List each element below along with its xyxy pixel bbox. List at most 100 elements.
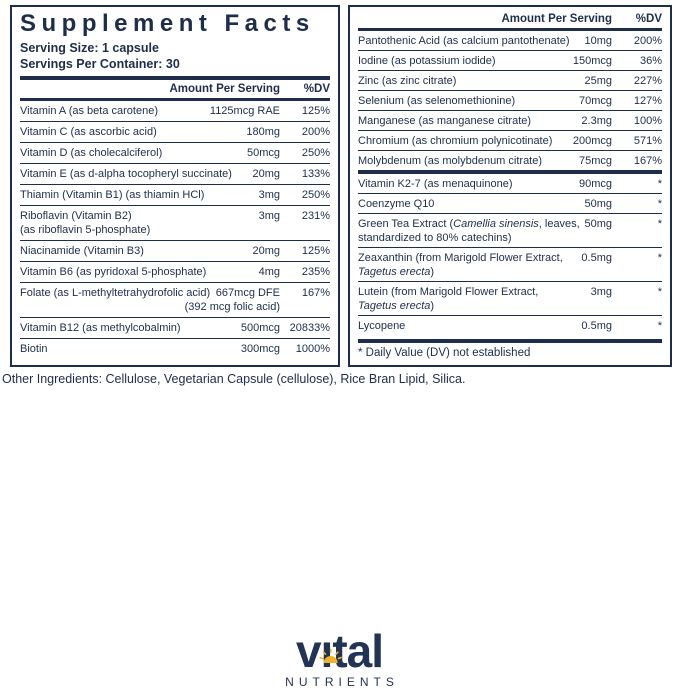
nutrient-dv: *: [657, 177, 662, 190]
fact-row: Vitamin B6 (as pyridoxal 5-phosphate) 4mg…: [20, 261, 330, 282]
nutrient-name: Zeaxanthin (from Marigold Flower Extract…: [358, 251, 563, 264]
nutrient-name: Vitamin B6 (as pyridoxal 5-phosphate): [20, 266, 207, 279]
nutrient-name: Niacinamide (Vitamin B3): [20, 245, 144, 258]
column-header-left: Amount Per Serving %DV: [20, 80, 330, 98]
nutrient-amount: 0.5mg: [581, 319, 612, 332]
amount-per-serving-header: Amount Per Serving: [501, 13, 612, 25]
nutrient-amount: 3mg: [258, 210, 280, 223]
fact-row: Iodine (as potassium iodide) 150mcg 36%: [358, 50, 662, 70]
nutrient-dv: 36%: [639, 54, 662, 67]
nutrient-name: Iodine (as potassium iodide): [358, 54, 496, 67]
nutrient-dv: *: [657, 251, 662, 264]
nutrient-amount: 0.5mg: [581, 251, 612, 264]
left-facts-rows: Vitamin A (as beta carotene) 1125mcg RAE 1…: [20, 101, 330, 359]
nutrient-amount: 3mg: [590, 285, 612, 298]
sunburst-icon: [319, 625, 343, 671]
nutrient-name: Pantothenic Acid (as calcium pantothenat…: [358, 34, 570, 47]
nutrient-dv: *: [657, 285, 662, 298]
serving-size: Serving Size: 1 capsule: [20, 41, 159, 56]
nutrient-name-line2: Tagetus erecta): [358, 299, 435, 312]
nutrient-amount: 50mg: [584, 217, 612, 230]
nutrient-name: Vitamin D (as cholecalciferol): [20, 147, 163, 160]
nutrient-name: Zinc (as zinc citrate): [358, 74, 457, 87]
nutrient-name: Vitamin B12 (as methylcobalmin): [20, 322, 181, 335]
fact-row: Molybdenum (as molybdenum citrate) 75mcg 1…: [358, 150, 662, 170]
nutrient-amount: 90mcg: [578, 177, 612, 190]
nutrient-name: Riboflavin (Vitamin B2): [20, 210, 132, 223]
nutrient-name-line2: Tagetus erecta): [358, 265, 435, 278]
fact-row: Vitamin E (as d-alpha tocopheryl succina…: [20, 163, 330, 184]
nutrient-name: Vitamin E (as d-alpha tocopheryl succina…: [20, 168, 232, 181]
nutrient-amount: 200mcg: [572, 134, 612, 147]
nutrient-dv: 125%: [301, 245, 330, 258]
nutrient-name: Vitamin C (as ascorbic acid): [20, 126, 157, 139]
right-facts-rows-botanicals: Vitamin K2-7 (as menaquinone) 90mcg * Coenz…: [358, 174, 662, 335]
nutrient-amount: 4mg: [258, 266, 280, 279]
fact-row: Biotin 300mcg 1000%: [20, 338, 330, 359]
nutrient-name-line2: standardized to 80% catechins): [358, 231, 512, 244]
nutrient-dv: *: [657, 319, 662, 332]
nutrient-amount: 50mg: [584, 197, 612, 210]
fact-row: Vitamin B12 (as methylcobalmin) 500mcg 208…: [20, 317, 330, 338]
fact-row: Pantothenic Acid (as calcium pantothenat…: [358, 31, 662, 50]
nutrient-amount: 20mg: [252, 245, 280, 258]
nutrient-dv: 125%: [301, 105, 330, 118]
nutrient-name: Coenzyme Q10: [358, 197, 435, 210]
nutrient-amount: 500mcg: [240, 322, 280, 335]
nutrient-amount: 75mcg: [578, 154, 612, 167]
logo-brand-text: vıtal: [295, 625, 384, 677]
nutrient-name: Thiamin (Vitamin B1) (as thiamin HCl): [20, 189, 205, 202]
fact-row: Chromium (as chromium polynicotinate) 200…: [358, 130, 662, 150]
nutrient-name: Green Tea Extract (Camellia sinensis, le…: [358, 217, 580, 230]
divider-bar: [20, 76, 330, 81]
fact-row: Manganese (as manganese citrate) 2.3mg 100…: [358, 110, 662, 130]
divider-bar: [20, 98, 330, 102]
fact-row: Green Tea Extract (Camellia sinensis, le…: [358, 213, 662, 247]
servings-per-container: Servings Per Container: 30: [20, 57, 180, 72]
nutrient-name: Lycopene: [358, 319, 406, 332]
logo-brand-word: vıtal: [295, 625, 384, 677]
nutrient-amount: 667mcg DFE: [215, 287, 280, 300]
column-header-right: Amount Per Serving %DV: [358, 10, 662, 28]
nutrient-name: Manganese (as manganese citrate): [358, 114, 532, 127]
fact-row: Vitamin D (as cholecalciferol) 50mcg 250%: [20, 142, 330, 163]
dv-header: %DV: [635, 13, 662, 25]
supplement-facts-title: Supplement Facts: [20, 10, 315, 37]
nutrient-dv: *: [657, 197, 662, 210]
divider-bar: [358, 339, 662, 343]
nutrient-amount-line2: (392 mcg folic acid): [184, 301, 280, 314]
nutrient-name: Molybdenum (as molybdenum citrate): [358, 154, 543, 167]
nutrient-dv: 250%: [301, 147, 330, 160]
fact-row: Niacinamide (Vitamin B3) 20mg 125%: [20, 240, 330, 261]
vital-nutrients-logo: vıtal NUTRIENTS: [285, 628, 394, 689]
nutrient-dv: 235%: [301, 266, 330, 279]
nutrient-dv: 167%: [633, 154, 662, 167]
nutrient-dv: 133%: [301, 168, 330, 181]
nutrient-amount: 70mcg: [578, 94, 612, 107]
nutrient-amount: 10mg: [584, 34, 612, 47]
nutrient-dv: 200%: [301, 126, 330, 139]
nutrient-dv: 571%: [633, 134, 662, 147]
nutrient-dv: 20833%: [289, 322, 330, 335]
right-facts-rows-minerals: Pantothenic Acid (as calcium pantothenat…: [358, 31, 662, 170]
fact-row: Riboflavin (Vitamin B2) 3mg 231% (as ribofl…: [20, 205, 330, 240]
nutrient-amount: 20mg: [252, 168, 280, 181]
fact-row: Vitamin C (as ascorbic acid) 180mg 200%: [20, 121, 330, 142]
nutrient-name: Chromium (as chromium polynicotinate): [358, 134, 553, 147]
dv-header: %DV: [303, 83, 330, 96]
facts-panel-right: Amount Per Serving %DV Pantothenic Acid …: [348, 5, 672, 367]
nutrient-amount: 3mg: [258, 189, 280, 202]
fact-row: Zinc (as zinc citrate) 25mg 227%: [358, 70, 662, 90]
nutrient-name: Vitamin K2-7 (as menaquinone): [358, 177, 513, 190]
nutrient-name: Vitamin A (as beta carotene): [20, 105, 158, 118]
nutrient-dv: 200%: [633, 34, 662, 47]
fact-row: Vitamin K2-7 (as menaquinone) 90mcg *: [358, 174, 662, 193]
logo-subtitle: NUTRIENTS: [285, 675, 399, 689]
nutrient-amount: 2.3mg: [581, 114, 612, 127]
nutrient-dv: 250%: [301, 189, 330, 202]
nutrient-name-line2: (as riboflavin 5-phosphate): [20, 224, 151, 237]
nutrient-amount: 25mg: [584, 74, 612, 87]
divider-bar: [358, 28, 662, 31]
nutrient-dv: 127%: [633, 94, 662, 107]
nutrient-dv: 1000%: [295, 343, 330, 356]
